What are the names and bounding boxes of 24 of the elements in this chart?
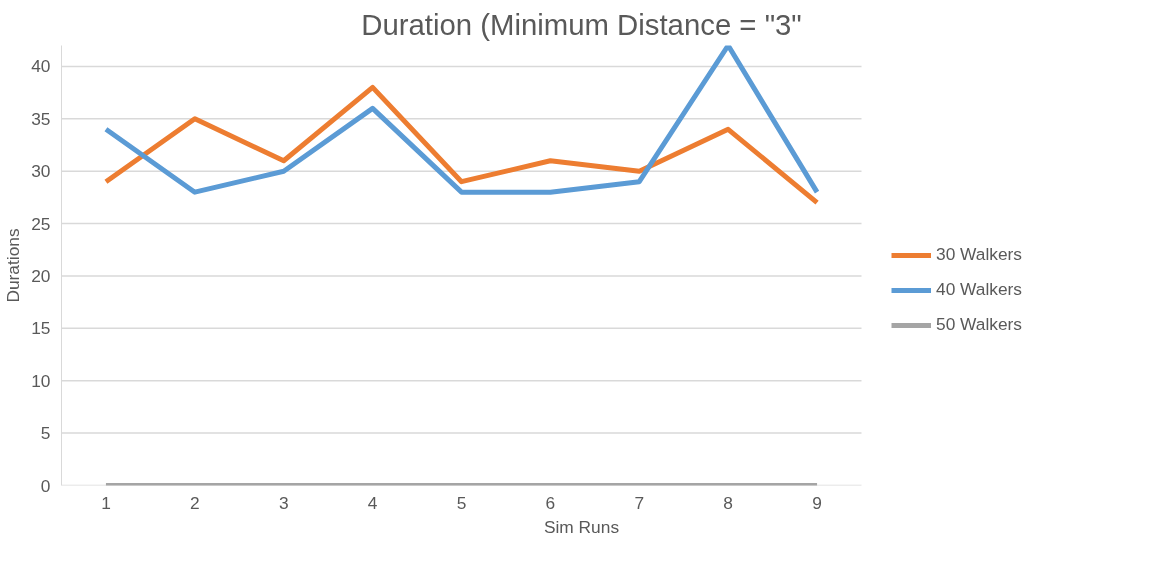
x-tick-label: 9: [812, 492, 822, 513]
y-tick-label: 0: [40, 475, 51, 496]
legend-label: 40 Walkers: [936, 279, 1023, 300]
y-tick-label: 15: [31, 318, 51, 339]
x-tick-label: 5: [456, 492, 467, 513]
x-axis-title: Sim Runs: [543, 516, 620, 537]
y-tick-label: 35: [31, 108, 51, 129]
legend-label: 30 Walkers: [936, 244, 1023, 265]
x-tick-label: 2: [190, 492, 200, 513]
legend-label: 50 Walkers: [936, 314, 1023, 335]
y-tick-label: 10: [31, 370, 51, 391]
x-tick-label: 8: [723, 492, 733, 513]
y-tick-label: 20: [31, 265, 51, 286]
y-tick-label: 5: [40, 423, 51, 444]
x-tick-label: 6: [545, 492, 556, 513]
x-tick-label: 4: [367, 492, 378, 513]
x-tick-label: 7: [634, 492, 645, 513]
x-tick-label: 1: [101, 492, 111, 513]
chart-title: Duration (Minimum Distance = "3": [361, 7, 802, 41]
x-tick-label: 3: [278, 492, 289, 513]
y-tick-label: 40: [31, 56, 51, 77]
y-tick-label: 25: [31, 213, 51, 234]
y-axis-title: Durations: [3, 228, 24, 303]
y-tick-label: 30: [31, 161, 51, 182]
